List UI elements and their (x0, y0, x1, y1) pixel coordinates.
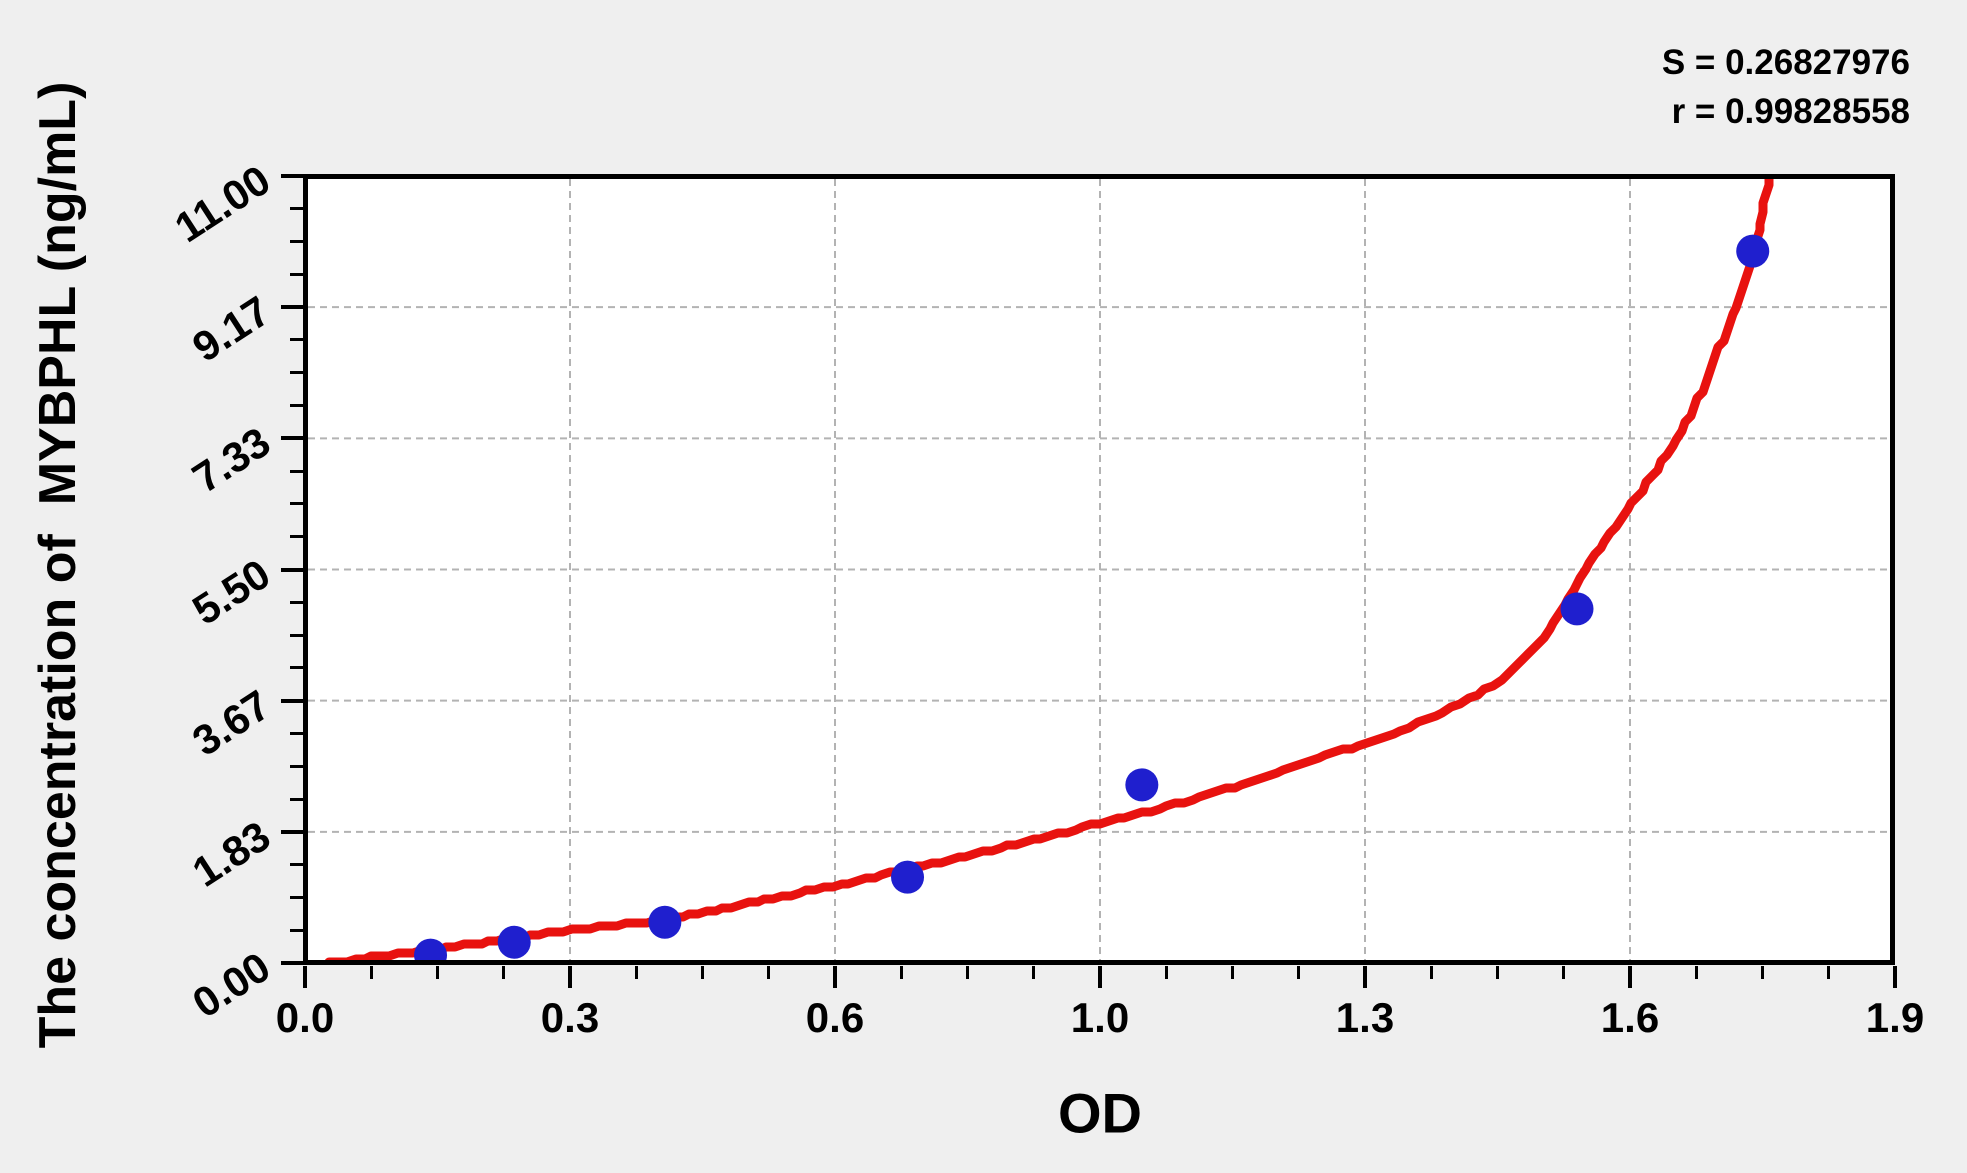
data-point (648, 905, 682, 939)
x-minor-tick (634, 966, 638, 979)
data-point (414, 938, 448, 960)
x-minor-tick (1164, 966, 1168, 979)
x-major-tick (1628, 966, 1632, 988)
x-tick-label: 0.0 (275, 994, 335, 1041)
y-tick-label: 0.00 (184, 942, 279, 1027)
x-major-tick (1363, 966, 1367, 988)
y-minor-tick (290, 666, 303, 670)
y-tick-label: 11.00 (166, 155, 279, 252)
x-tick-label: 1.3 (1335, 994, 1395, 1041)
x-minor-tick (502, 966, 506, 979)
y-major-tick (281, 698, 303, 703)
x-minor-tick (966, 966, 969, 979)
y-minor-tick (290, 764, 303, 768)
x-tick-label: 0.6 (805, 994, 865, 1041)
y-minor-tick (290, 371, 303, 375)
x-minor-tick (1496, 966, 1499, 979)
x-minor-tick (1694, 966, 1698, 979)
x-minor-tick (1761, 966, 1764, 979)
s-value: S = 0.26827976 (1661, 43, 1910, 82)
y-tick-label: 1.83 (184, 811, 279, 896)
y-minor-tick (290, 240, 303, 244)
y-minor-tick (290, 633, 303, 637)
y-minor-tick (290, 928, 303, 932)
x-tick-label: 1.0 (1070, 994, 1130, 1041)
y-major-tick (281, 305, 303, 310)
x-major-tick (303, 966, 307, 988)
y-minor-tick (290, 863, 303, 867)
data-point (891, 860, 925, 894)
x-minor-tick (899, 966, 903, 979)
x-minor-tick (1231, 966, 1234, 979)
data-point (1125, 768, 1159, 802)
y-minor-tick (290, 535, 303, 539)
x-minor-tick (701, 966, 704, 979)
data-point (1736, 234, 1770, 268)
y-minor-tick (290, 404, 303, 408)
y-axis-title: The concentration of MYBPHL (ng/mL) (29, 81, 87, 1049)
fit-statistics: S = 0.26827976 r = 0.99828558 (1662, 38, 1910, 136)
y-minor-tick (290, 797, 303, 801)
y-minor-tick (290, 469, 303, 473)
x-tick-label: 1.6 (1600, 994, 1660, 1041)
y-major-tick (281, 436, 303, 441)
x-minor-tick (1562, 966, 1566, 979)
data-point (497, 925, 531, 959)
y-tick-label: 5.50 (184, 549, 279, 634)
y-tick-label: 7.33 (184, 418, 279, 503)
x-minor-tick (1032, 966, 1036, 979)
x-major-tick (833, 966, 837, 988)
data-point (1560, 592, 1594, 626)
y-major-tick (281, 829, 303, 834)
x-major-tick (568, 966, 572, 988)
y-minor-tick (290, 338, 303, 342)
y-tick-label: 9.17 (184, 287, 279, 371)
y-minor-tick (290, 272, 303, 276)
y-major-tick (281, 174, 303, 178)
y-minor-tick (290, 502, 303, 506)
plot-area (303, 174, 1895, 965)
y-minor-tick (290, 207, 303, 211)
x-major-tick (1893, 966, 1897, 988)
x-tick-label: 1.9 (1865, 994, 1925, 1041)
y-minor-tick (290, 731, 303, 735)
x-axis-title: OD (1058, 1081, 1142, 1145)
y-minor-tick (290, 600, 303, 604)
y-minor-tick (290, 895, 303, 899)
x-minor-tick (1297, 966, 1301, 979)
x-major-tick (1098, 966, 1102, 988)
x-minor-tick (1827, 966, 1831, 979)
fitted-curve (324, 179, 1774, 960)
x-minor-tick (1429, 966, 1433, 979)
x-tick-label: 0.3 (540, 994, 600, 1041)
plot-canvas (308, 179, 1890, 960)
y-tick-label: 3.67 (184, 680, 279, 765)
r-value: r = 0.99828558 (1671, 92, 1910, 131)
x-minor-tick (436, 966, 439, 979)
x-minor-tick (369, 966, 373, 979)
y-major-tick (281, 567, 303, 572)
x-minor-tick (767, 966, 771, 979)
y-major-tick (281, 961, 303, 965)
